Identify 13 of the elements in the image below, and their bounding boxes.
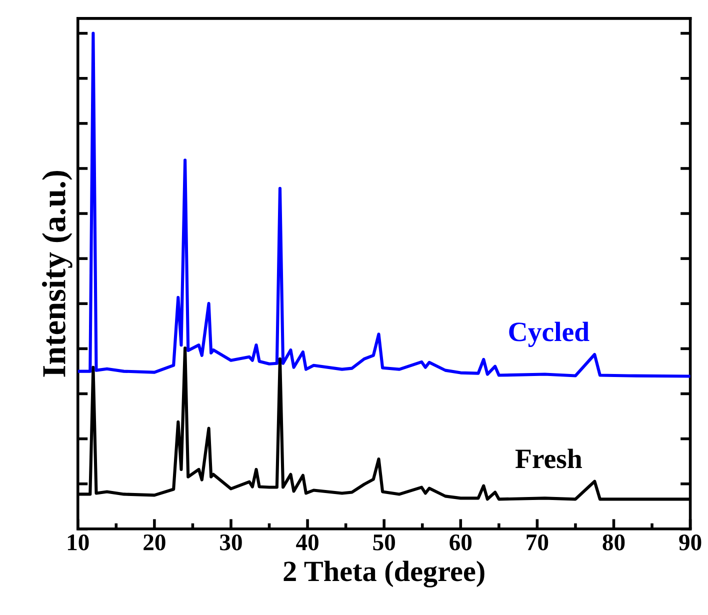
x-tick-label: 50 [373, 534, 395, 550]
x-tick-label: 20 [144, 534, 166, 550]
x-tick-label: 40 [296, 534, 318, 550]
y-axis-title: Intensity (a.u.) [42, 170, 72, 377]
series-label: Cycled [509, 322, 590, 348]
x-tick-label: 10 [68, 534, 89, 550]
series-label: Fresh [515, 448, 582, 468]
x-tick-label: 30 [220, 534, 242, 550]
x-tick-label: 80 [602, 534, 625, 550]
x-axis-title: 2 Theta (degree) [284, 560, 484, 588]
x-tick-label: 60 [450, 534, 472, 550]
x-tick-label: 70 [526, 534, 548, 550]
x-tick-label: 90 [679, 534, 702, 550]
